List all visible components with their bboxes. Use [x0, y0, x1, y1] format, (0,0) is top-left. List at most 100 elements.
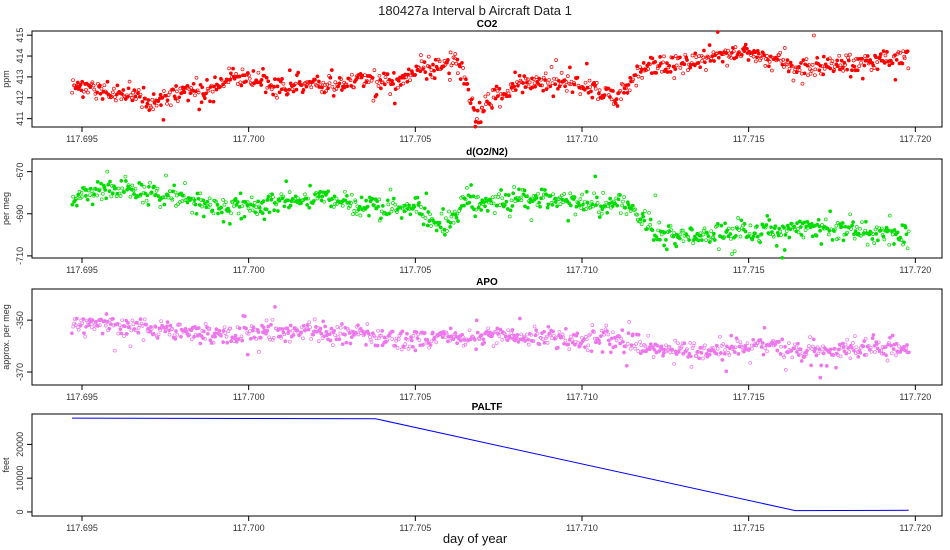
data-point-co2 — [531, 77, 536, 81]
data-point-o2n2 — [149, 190, 154, 195]
data-point-apo — [94, 320, 98, 324]
data-point-o2n2 — [245, 200, 250, 204]
data-point-apo — [100, 331, 105, 336]
data-point-co2 — [898, 50, 903, 55]
data-point-co2 — [492, 87, 497, 92]
data-point-co2 — [94, 96, 99, 101]
data-point-o2n2 — [128, 194, 133, 199]
data-point-o2n2 — [352, 209, 357, 213]
data-point-apo — [393, 343, 397, 348]
data-point-o2n2 — [356, 208, 361, 212]
data-point-co2 — [883, 53, 888, 58]
data-point-co2 — [631, 77, 635, 82]
data-point-co2 — [568, 65, 572, 70]
data-point-o2n2 — [648, 223, 653, 227]
data-point-co2 — [424, 77, 429, 81]
data-point-apo — [332, 328, 337, 333]
data-point-apo — [852, 348, 856, 353]
data-point-o2n2 — [604, 200, 609, 205]
data-point-apo — [356, 323, 360, 328]
data-point-co2 — [485, 99, 489, 104]
data-point-o2n2 — [550, 202, 555, 207]
data-point-apo — [168, 323, 173, 328]
data-point-co2 — [208, 99, 212, 104]
data-point-apo — [165, 324, 169, 329]
data-point-co2 — [370, 76, 375, 80]
data-point-apo — [795, 350, 799, 354]
data-point-apo — [907, 350, 911, 355]
data-point-o2n2 — [330, 196, 335, 201]
data-point-co2 — [82, 89, 86, 94]
data-point-co2 — [460, 61, 464, 65]
data-point-co2 — [742, 49, 747, 53]
data-point-co2 — [739, 52, 744, 57]
data-point-o2n2 — [668, 223, 673, 228]
data-point-apo — [505, 338, 510, 343]
data-point-apo — [174, 329, 178, 333]
data-point-apo — [337, 337, 342, 342]
data-point-co2 — [228, 77, 233, 82]
data-point-o2n2 — [874, 225, 879, 230]
x-tick-label: 117.720 — [899, 392, 931, 402]
data-point-co2 — [731, 49, 736, 54]
data-point-apo — [81, 317, 86, 321]
data-point-co2 — [596, 97, 600, 102]
data-point-o2n2 — [414, 209, 419, 214]
data-point-co2 — [71, 78, 75, 83]
data-point-o2n2 — [348, 204, 352, 208]
data-point-o2n2 — [465, 186, 469, 190]
data-point-co2 — [806, 73, 810, 78]
data-point-o2n2 — [747, 231, 752, 236]
data-point-o2n2 — [417, 201, 421, 205]
data-point-apo — [783, 344, 787, 349]
data-point-o2n2 — [94, 187, 98, 191]
data-point-co2 — [848, 52, 852, 57]
data-point-co2 — [707, 43, 712, 47]
data-point-o2n2 — [511, 191, 516, 196]
data-point-co2 — [317, 79, 321, 84]
data-point-apo — [722, 351, 727, 356]
data-point-apo — [614, 338, 619, 343]
data-point-apo — [875, 342, 879, 346]
data-point-apo — [84, 324, 88, 329]
data-point-co2 — [401, 81, 406, 86]
data-point-co2 — [654, 71, 659, 75]
data-point-o2n2 — [428, 212, 432, 217]
panel-title-apo: APO — [476, 277, 498, 288]
data-point-co2 — [244, 79, 248, 84]
data-point-co2 — [564, 80, 569, 84]
data-point-co2 — [458, 77, 463, 81]
data-point-co2 — [221, 84, 226, 89]
data-point-o2n2 — [145, 193, 150, 198]
data-point-co2 — [490, 106, 494, 110]
data-point-co2 — [144, 104, 149, 109]
data-point-apo — [234, 339, 239, 344]
data-point-co2 — [240, 67, 245, 72]
data-point-o2n2 — [719, 223, 724, 228]
data-point-o2n2 — [446, 219, 451, 224]
data-point-apo — [118, 327, 123, 331]
data-point-apo — [748, 360, 753, 365]
data-point-o2n2 — [566, 218, 571, 223]
data-point-o2n2 — [106, 182, 111, 187]
data-point-co2 — [751, 54, 756, 59]
data-point-apo — [758, 338, 763, 342]
data-point-co2 — [287, 68, 292, 73]
data-point-apo — [516, 340, 521, 344]
data-point-apo — [600, 350, 605, 354]
data-point-apo — [354, 330, 358, 335]
x-tick-label: 117.705 — [399, 134, 431, 144]
x-tick-label: 117.720 — [899, 265, 931, 275]
data-point-co2 — [81, 95, 85, 99]
x-tick-label: 117.715 — [733, 392, 765, 402]
data-point-apo — [270, 317, 275, 322]
data-point-apo — [723, 348, 727, 352]
data-point-o2n2 — [620, 203, 625, 208]
data-point-o2n2 — [122, 190, 126, 194]
data-point-co2 — [151, 107, 155, 112]
data-point-o2n2 — [105, 169, 110, 174]
data-point-apo — [894, 341, 899, 346]
data-point-o2n2 — [792, 224, 797, 229]
data-point-apo — [425, 338, 430, 342]
y-tick-label: 415 — [15, 28, 25, 43]
